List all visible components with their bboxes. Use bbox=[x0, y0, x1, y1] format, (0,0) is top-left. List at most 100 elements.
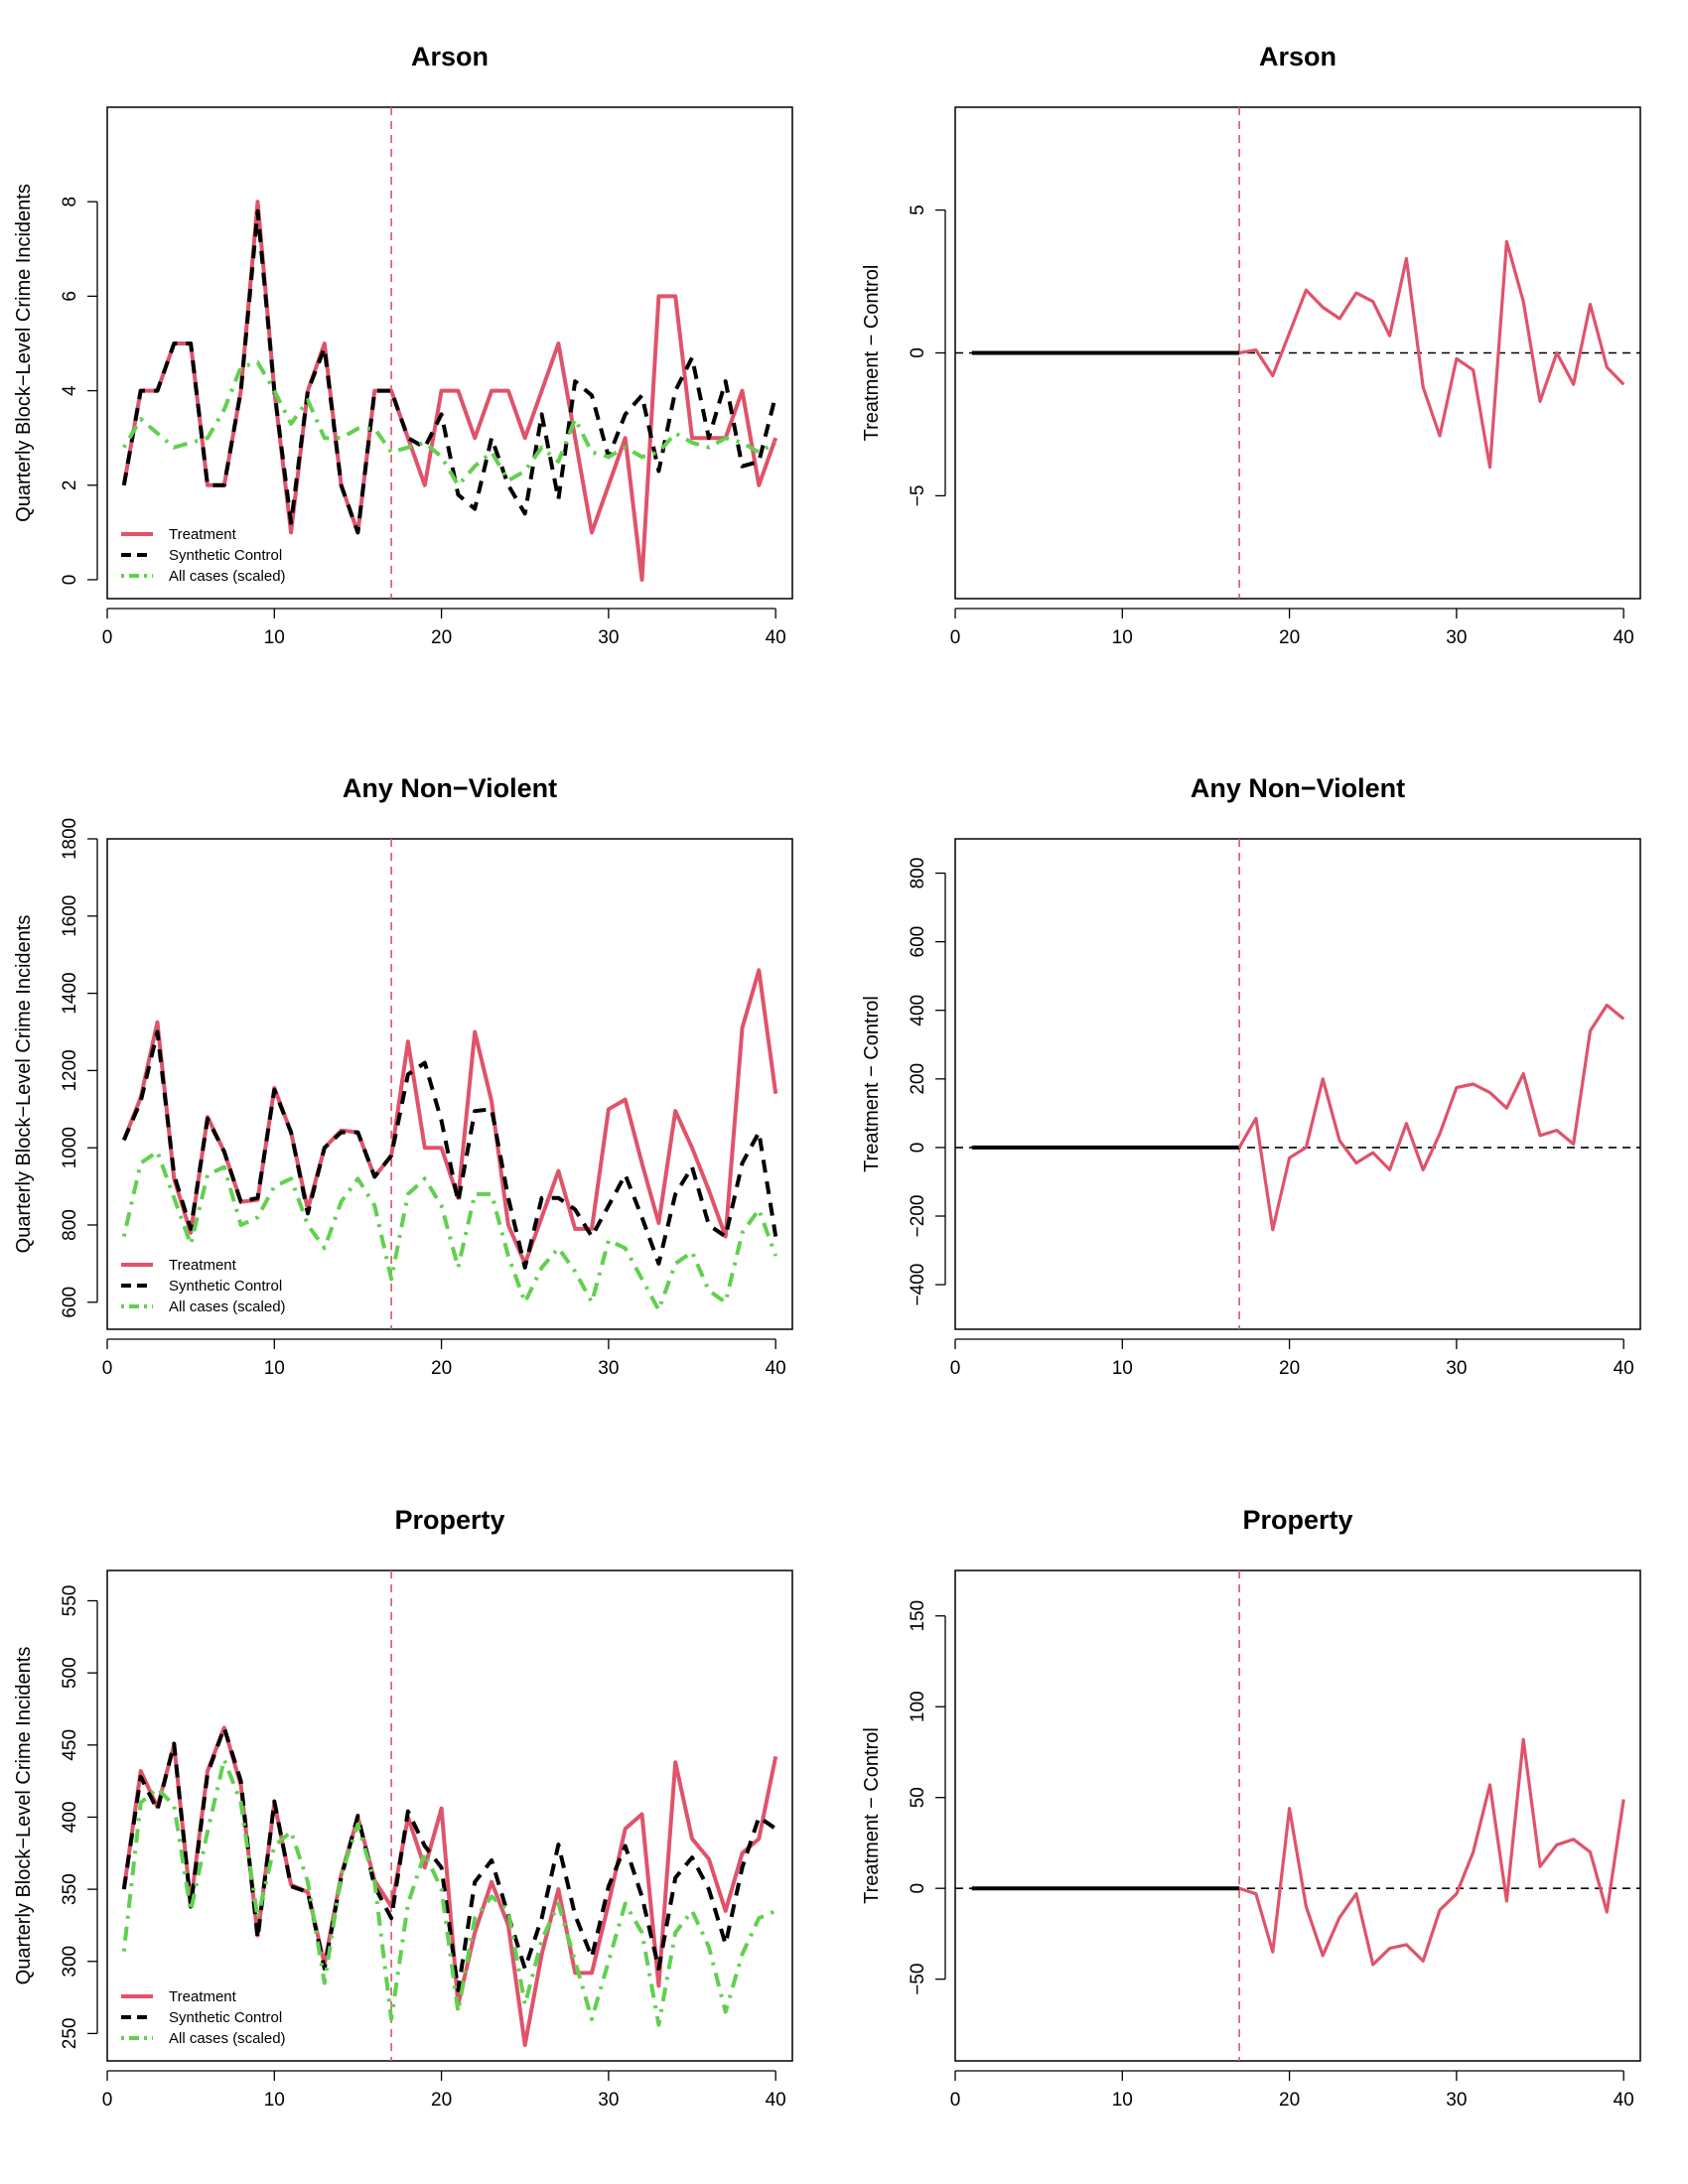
x-tick-label: 40 bbox=[766, 2090, 786, 2111]
x-tick-label: 0 bbox=[102, 1358, 113, 1379]
y-tick-label: 550 bbox=[60, 1585, 80, 1617]
y-axis: −400 −200 0 200 400 600 800 bbox=[908, 858, 946, 1306]
legend-label: Treatment bbox=[169, 1988, 237, 2005]
y-tick-label: −400 bbox=[908, 1264, 928, 1306]
legend-label: Synthetic Control bbox=[169, 2009, 282, 2026]
x-tick-label: 0 bbox=[102, 627, 113, 648]
x-tick-label: 30 bbox=[598, 627, 619, 648]
y-tick-label: 400 bbox=[60, 1802, 80, 1834]
legend-label: Synthetic Control bbox=[169, 547, 282, 564]
y-axis: 250 300 350 400 450 500 550 bbox=[60, 1585, 98, 2050]
x-axis: 0 10 20 30 40 bbox=[950, 608, 1634, 648]
legend-label: Treatment bbox=[169, 526, 237, 543]
x-tick-label: 30 bbox=[598, 1358, 619, 1379]
legend-label: All cases (scaled) bbox=[169, 568, 286, 585]
x-tick-label: 0 bbox=[950, 627, 961, 648]
series-synthetic-control bbox=[121, 1725, 777, 1992]
y-tick-label: 1400 bbox=[60, 972, 80, 1014]
x-tick-label: 40 bbox=[766, 1358, 786, 1379]
y-tick-label: 1600 bbox=[60, 895, 80, 937]
x-tick-label: 0 bbox=[950, 2090, 961, 2111]
y-tick-label: −50 bbox=[908, 1964, 928, 1995]
y-tick-label: 500 bbox=[60, 1657, 80, 1689]
plot-frame bbox=[954, 838, 1641, 1330]
y-tick-label: 600 bbox=[60, 1287, 80, 1318]
x-tick-label: 20 bbox=[431, 627, 452, 648]
x-axis: 0 10 20 30 40 bbox=[102, 1338, 786, 1379]
y-axis-label: Treatment − Control bbox=[861, 265, 883, 442]
y-tick-label: 800 bbox=[908, 858, 928, 889]
y-tick-label: 350 bbox=[60, 1873, 80, 1905]
x-tick-label: 30 bbox=[598, 2090, 619, 2111]
series-all-cases-scaled- bbox=[122, 360, 777, 487]
panel-property-diff: Property 0 10 20 30 40 −50 0 50 100 150 Treatment −… bbox=[861, 1505, 1641, 2111]
y-tick-label: 5 bbox=[908, 205, 928, 215]
x-tick-label: 10 bbox=[1112, 2090, 1133, 2111]
x-axis: 0 10 20 30 40 bbox=[102, 2070, 786, 2111]
series-all-cases-scaled- bbox=[121, 1150, 778, 1312]
x-axis: 0 10 20 30 40 bbox=[102, 608, 786, 648]
y-tick-label: 2 bbox=[60, 479, 80, 490]
y-tick-label: 800 bbox=[60, 1209, 80, 1241]
x-axis: 0 10 20 30 40 bbox=[950, 1338, 1634, 1379]
x-tick-label: 0 bbox=[102, 2090, 113, 2111]
x-tick-label: 30 bbox=[1446, 2090, 1467, 2111]
plot-frame bbox=[106, 1570, 793, 2062]
panel-title: Any Non−Violent bbox=[343, 773, 557, 803]
x-tick-label: 40 bbox=[1614, 1358, 1634, 1379]
legend-label: All cases (scaled) bbox=[169, 2030, 286, 2047]
y-tick-label: 0 bbox=[908, 1883, 928, 1894]
x-tick-label: 40 bbox=[766, 627, 786, 648]
y-tick-label: 6 bbox=[60, 291, 80, 302]
series-synthetic-control bbox=[121, 208, 778, 535]
series-post-treatment bbox=[1238, 239, 1625, 470]
y-tick-label: 1800 bbox=[60, 818, 80, 860]
y-axis: 0 2 4 6 8 bbox=[60, 197, 98, 586]
y-tick-label: 200 bbox=[908, 1063, 928, 1095]
x-tick-label: 20 bbox=[1279, 627, 1300, 648]
y-tick-label: 4 bbox=[60, 385, 80, 396]
y-tick-label: 0 bbox=[908, 347, 928, 358]
y-tick-label: 8 bbox=[60, 197, 80, 207]
legend: Treatment Synthetic Control All cases (sca… bbox=[121, 1257, 286, 1315]
y-tick-label: −5 bbox=[908, 485, 928, 507]
y-tick-label: 0 bbox=[908, 1143, 928, 1154]
series-treatment bbox=[121, 968, 778, 1266]
plot-frame bbox=[106, 838, 793, 1330]
x-tick-label: 10 bbox=[1112, 627, 1133, 648]
y-tick-label: 100 bbox=[908, 1691, 928, 1722]
legend-label: Synthetic Control bbox=[169, 1278, 282, 1295]
y-axis-label: Treatment − Control bbox=[861, 1727, 883, 1904]
y-tick-label: 450 bbox=[60, 1729, 80, 1761]
x-tick-label: 20 bbox=[1279, 2090, 1300, 2111]
panel-title: Any Non−Violent bbox=[1191, 773, 1405, 803]
y-tick-label: 250 bbox=[60, 2018, 80, 2050]
series-all-cases-scaled- bbox=[121, 1757, 776, 2027]
panel-arson-levels: Arson 0 10 20 30 40 0 2 4 6 8 Quarterly Block−Level… bbox=[13, 42, 793, 648]
y-tick-label: 300 bbox=[60, 1946, 80, 1978]
y-axis-label: Quarterly Block−Level Crime Incidents bbox=[13, 1647, 35, 1985]
series-post-treatment bbox=[1238, 1737, 1625, 1967]
plot-frame bbox=[106, 106, 793, 600]
panel-title: Arson bbox=[1259, 42, 1336, 71]
x-axis: 0 10 20 30 40 bbox=[950, 2070, 1634, 2111]
panel-nonviolent-levels: Any Non−Violent 0 10 20 30 40 600 800 1000 1200 14… bbox=[13, 773, 793, 1379]
y-tick-label: 1000 bbox=[60, 1127, 80, 1168]
y-tick-label: 0 bbox=[60, 575, 80, 586]
legend: Treatment Synthetic Control All cases (sca… bbox=[121, 526, 286, 585]
panel-title: Property bbox=[394, 1505, 504, 1535]
y-axis: −50 0 50 100 150 bbox=[908, 1600, 946, 1995]
x-tick-label: 20 bbox=[1279, 1358, 1300, 1379]
x-tick-label: 30 bbox=[1446, 1358, 1467, 1379]
series-synthetic-control bbox=[121, 1029, 778, 1270]
x-tick-label: 10 bbox=[264, 627, 285, 648]
y-axis-label: Treatment − Control bbox=[861, 996, 883, 1172]
y-tick-label: 400 bbox=[908, 995, 928, 1026]
y-axis-label: Quarterly Block−Level Crime Incidents bbox=[13, 184, 35, 522]
panel-nonviolent-diff: Any Non−Violent 0 10 20 30 40 −400 −200 0 200 400 6… bbox=[861, 773, 1641, 1379]
x-tick-label: 20 bbox=[431, 2090, 452, 2111]
x-tick-label: 10 bbox=[264, 1358, 285, 1379]
legend-label: Treatment bbox=[169, 1257, 237, 1274]
panel-title: Arson bbox=[411, 42, 489, 71]
